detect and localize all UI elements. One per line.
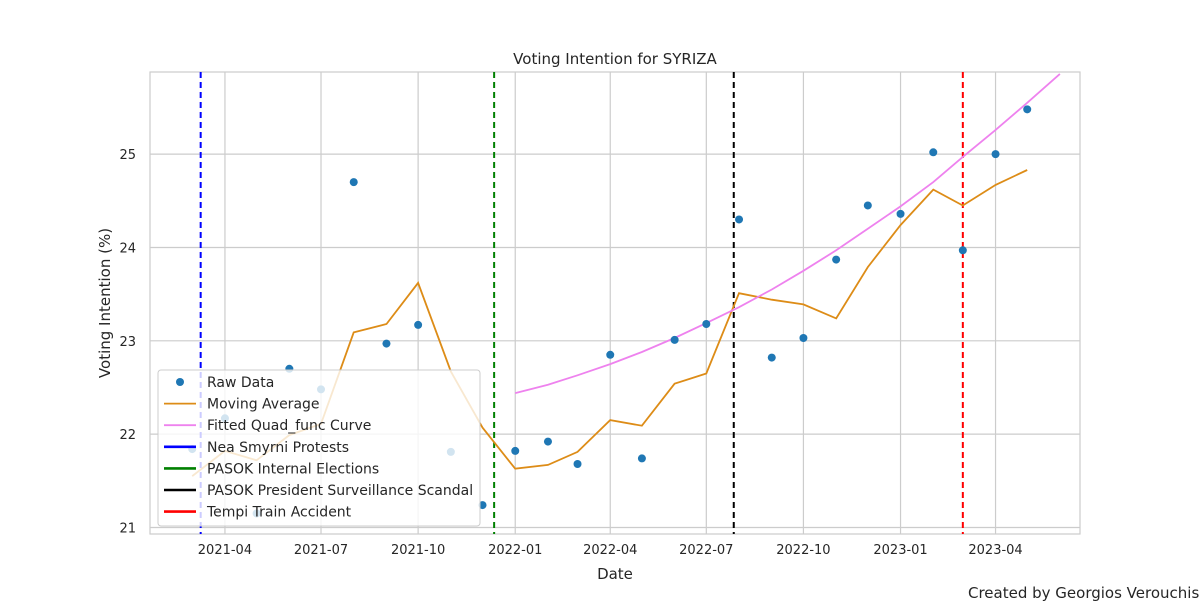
credit-text: Created by Georgios Verouchis — [968, 584, 1200, 602]
legend-label: PASOK Internal Elections — [207, 461, 379, 477]
raw-data-point — [382, 339, 391, 348]
raw-data-point — [606, 350, 615, 359]
legend-label: Nea Smyrni Protests — [207, 440, 349, 456]
x-tick-label: 2022-10 — [776, 543, 830, 558]
raw-data-point — [1023, 105, 1032, 114]
raw-data-point — [832, 255, 841, 264]
x-axis-label: Date — [597, 565, 633, 583]
raw-data-point — [573, 460, 582, 468]
raw-data-point — [799, 334, 808, 342]
series-line — [514, 73, 1061, 394]
legend-label: Moving Average — [207, 397, 320, 413]
x-tick-label: 2022-01 — [488, 543, 542, 558]
y-tick-label: 23 — [119, 335, 136, 350]
chart-title: Voting Intention for SYRIZA — [513, 50, 717, 68]
legend-label: PASOK President Surveillance Scandal — [207, 483, 473, 499]
y-tick-label: 22 — [119, 428, 136, 443]
y-axis-label: Voting Intention (%) — [96, 228, 114, 378]
x-tick-label: 2021-10 — [391, 543, 445, 558]
raw-data-point — [511, 446, 520, 455]
x-tick-label: 2021-04 — [198, 543, 252, 558]
raw-data-point — [637, 454, 646, 463]
raw-data-point — [543, 437, 552, 446]
raw-data-point — [670, 335, 679, 344]
raw-data-point — [929, 148, 938, 157]
raw-data-point — [863, 201, 872, 210]
x-tick-label: 2022-07 — [679, 543, 733, 558]
y-tick-label: 21 — [119, 521, 136, 536]
x-tick-label: 2023-01 — [873, 543, 927, 558]
y-tick-label: 25 — [119, 148, 136, 163]
legend: Raw Data Moving Average Fitted Quad_func C… — [157, 369, 481, 527]
raw-data-point — [991, 150, 1000, 159]
y-axis-ticks: 21 22 23 24 25 — [119, 148, 136, 536]
raw-data-point — [735, 215, 744, 224]
raw-data-point — [702, 320, 711, 328]
x-tick-label: 2022-04 — [583, 543, 637, 558]
legend-marker — [176, 378, 184, 386]
x-tick-label: 2023-04 — [968, 543, 1022, 558]
legend-box — [157, 369, 481, 527]
x-tick-label: 2021-07 — [294, 543, 348, 558]
x-axis-ticks: 2021-04 2021-07 2021-10 2022-01 2022-04 2022-… — [198, 543, 1023, 558]
legend-label: Raw Data — [207, 375, 274, 391]
legend-label: Tempi Train Accident — [206, 505, 352, 521]
raw-data-point — [478, 501, 487, 510]
raw-data-point — [414, 320, 423, 329]
legend-label: Fitted Quad_func Curve — [207, 418, 371, 434]
raw-data-point — [767, 353, 776, 362]
raw-data-point — [958, 246, 967, 255]
raw-data-point — [349, 178, 358, 187]
y-tick-label: 24 — [119, 241, 136, 256]
raw-data-point — [896, 209, 905, 218]
